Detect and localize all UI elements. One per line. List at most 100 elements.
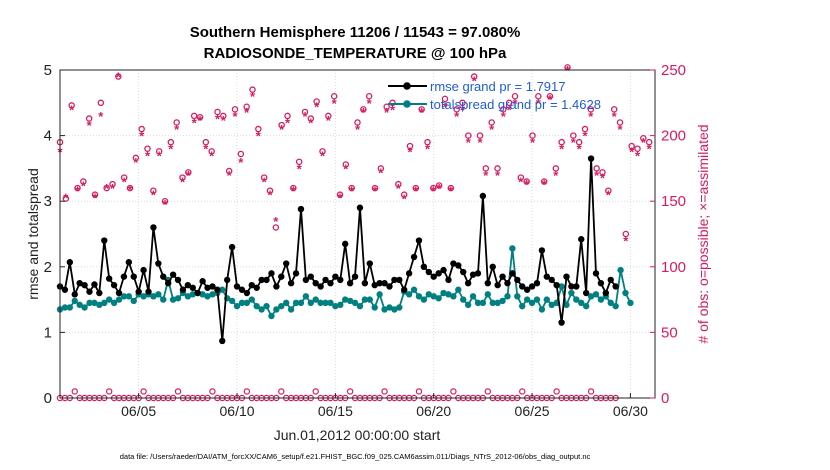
obs-assimilated-marker: * [547, 92, 553, 107]
totalspread-point [391, 306, 398, 313]
rmse-point [410, 253, 418, 261]
obs-assimilated-marker: * [396, 181, 402, 196]
obs-possible-marker [517, 174, 525, 181]
totalspread-point [312, 296, 319, 303]
obs-assimilated-marker: * [629, 144, 635, 159]
totalspread-point [627, 299, 634, 307]
obs-possible-marker [243, 103, 250, 110]
obs-assimilated-marker: * [501, 109, 507, 124]
rmse-point [548, 276, 555, 284]
totalspread-point [361, 296, 369, 303]
obs-possible-marker [150, 187, 157, 194]
obs-assimilated-marker: * [110, 181, 116, 196]
rmse-point [184, 281, 192, 289]
obs-assimilated-marker: * [314, 100, 320, 115]
y-right-tick-label: 150 [661, 193, 686, 210]
totalspread-point [337, 301, 344, 309]
totalspread-point [302, 293, 310, 300]
totalspread-point [440, 289, 447, 297]
obs-possible-marker [640, 134, 647, 142]
obs-assimilated-marker: * [174, 122, 180, 137]
obs-possible-marker [295, 158, 303, 166]
rmse-point [120, 273, 128, 280]
rmse-point [292, 270, 300, 277]
obs-assimilated-marker: * [419, 105, 425, 120]
rmse-point [199, 278, 206, 285]
rmse-point [509, 270, 516, 277]
totalspread-point [96, 301, 103, 309]
obs-possible-marker [301, 108, 309, 116]
obs-possible-marker [558, 138, 565, 146]
obs-possible-marker [400, 191, 408, 198]
totalspread-point [219, 286, 226, 293]
totalspread-point [76, 301, 83, 309]
totalspread-point [371, 304, 378, 311]
obs-assimilated-marker: * [524, 177, 530, 192]
totalspread-point [263, 302, 270, 310]
obs-possible-marker [144, 145, 151, 152]
rmse-point [563, 273, 570, 280]
legend-spread-label: totalspread grand pr = 1.4628 [430, 97, 601, 112]
data-file-footnote: data file: /Users/raeder/DAI/ATM_forcXX/… [119, 452, 591, 461]
totalspread-point [592, 291, 600, 298]
totalspread-point [248, 296, 255, 303]
y-right-tick-label: 200 [661, 128, 686, 145]
obs-possible-marker [395, 180, 402, 188]
rmse-point [332, 273, 339, 280]
obs-count-zero-marker [278, 388, 285, 395]
obs-possible-marker [529, 132, 536, 139]
obs-assimilated-marker: * [69, 102, 75, 117]
rmse-point [110, 281, 118, 289]
totalspread-point [243, 299, 251, 307]
obs-assimilated-marker: * [180, 175, 186, 190]
x-tick-label: 06/30 [613, 403, 648, 419]
totalspread-point [415, 293, 423, 300]
obs-possible-marker [470, 73, 478, 80]
totalspread-point [169, 296, 177, 303]
rmse-point [169, 271, 177, 278]
obs-possible-marker [435, 182, 443, 189]
legend-spread-marker [403, 100, 411, 108]
obs-possible-marker [581, 125, 589, 133]
obs-possible-marker [255, 125, 262, 133]
obs-possible-marker [313, 98, 320, 105]
obs-possible-marker [465, 132, 472, 139]
obs-assimilated-marker: * [133, 155, 139, 170]
obs-assimilated-marker: * [203, 142, 209, 157]
rmse-point [543, 273, 551, 280]
chart-title-line-1: Southern Hemisphere 11206 / 11543 = 97.0… [189, 24, 521, 41]
obs-assimilated-marker: * [285, 115, 291, 130]
rmse-point [76, 280, 83, 287]
rmse-point [484, 280, 492, 287]
obs-possible-marker [505, 99, 513, 107]
rmse-point [420, 263, 428, 270]
rmse-point [115, 289, 123, 297]
rmse-point [573, 283, 580, 290]
obs-assimilated-marker: * [162, 197, 168, 212]
obs-assimilated-marker: * [302, 109, 308, 124]
y-left-tick-label: 2 [44, 259, 52, 276]
rmse-point [302, 276, 310, 284]
totalspread-point [342, 296, 349, 303]
obs-assimilated-marker: * [577, 142, 583, 157]
obs-possible-marker [103, 184, 110, 192]
totalspread-point [563, 301, 570, 309]
obs-possible-marker [453, 106, 460, 113]
rmse-point [430, 273, 437, 280]
obs-assimilated-marker: * [186, 168, 192, 183]
totalspread-point [130, 297, 137, 305]
totalspread-point [578, 299, 585, 307]
obs-possible-marker [336, 191, 344, 198]
totalspread-point [105, 296, 113, 303]
totalspread-point [494, 299, 501, 307]
obs-assimilated-marker: * [308, 115, 314, 130]
rmse-point [150, 224, 157, 231]
obs-assimilated-marker: * [168, 142, 174, 157]
totalspread-point [297, 299, 305, 307]
obs-assimilated-marker: * [326, 113, 332, 128]
y-left-tick-label: 4 [44, 128, 52, 145]
obs-possible-marker [599, 169, 606, 176]
obs-possible-marker [325, 112, 332, 120]
rmse-point [160, 273, 167, 280]
